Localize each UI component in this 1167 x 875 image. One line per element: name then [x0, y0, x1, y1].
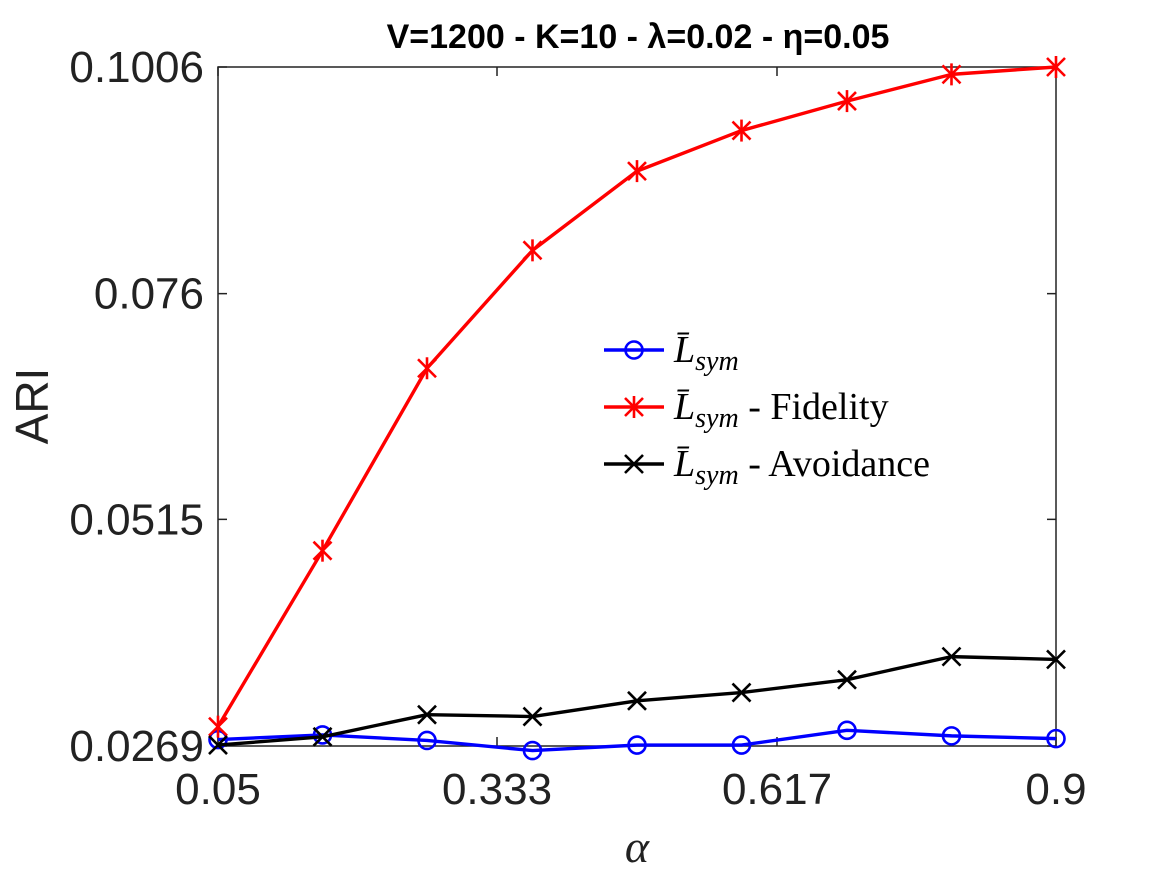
- x-axis-label: α: [625, 821, 650, 872]
- data-point: [941, 726, 962, 746]
- y-tick-label: 0.0269: [69, 722, 204, 771]
- data-point: [1046, 56, 1066, 78]
- x-tick-label: 0.05: [175, 765, 261, 814]
- data-point: [731, 682, 752, 703]
- data-point: [208, 715, 228, 738]
- data-point: [627, 160, 647, 183]
- data-point: [941, 646, 962, 667]
- legend-marker: [624, 396, 644, 418]
- data-point: [522, 706, 543, 727]
- data-point: [417, 357, 437, 380]
- data-point: [312, 539, 333, 562]
- data-point: [837, 669, 857, 690]
- series-layer: [208, 56, 1066, 761]
- data-point: [837, 720, 857, 741]
- legend-item: L̄sym: [604, 329, 739, 377]
- data-point: [417, 730, 437, 751]
- legend-item: L̄sym - Avoidance: [604, 443, 930, 491]
- x-tick-label: 0.333: [442, 765, 552, 814]
- data-point: [1046, 728, 1066, 749]
- legend-marker: [624, 454, 644, 474]
- x-tick-label: 0.617: [722, 765, 832, 814]
- legend-label: L̄sym - Fidelity: [673, 386, 889, 434]
- series-1: [208, 720, 1066, 761]
- data-point: [417, 704, 437, 725]
- legend-marker: [624, 340, 644, 360]
- axis-ticks: 0.05 0.333 0.617 0.9 0.0269 0.0515 0.076 0.1006: [69, 43, 1086, 814]
- data-point: [837, 90, 857, 113]
- data-point: [208, 735, 228, 755]
- data-point: [312, 726, 333, 747]
- y-tick-label: 0.0515: [69, 495, 204, 544]
- x-tick-label: 0.9: [1025, 765, 1086, 814]
- legend-item: L̄sym - Fidelity: [604, 386, 889, 434]
- data-point: [1046, 649, 1066, 670]
- data-point: [627, 690, 647, 711]
- legend-label: L̄sym - Avoidance: [673, 443, 930, 491]
- series-line: [217, 728, 1057, 753]
- chart-title: V=1200 - K=10 - λ=0.02 - η=0.05: [387, 18, 890, 56]
- y-tick-label: 0.076: [94, 270, 204, 319]
- y-tick-label: 0.1006: [69, 43, 204, 92]
- data-point: [731, 119, 752, 142]
- data-point: [522, 740, 543, 761]
- data-point: [941, 63, 962, 86]
- series-2: [208, 56, 1066, 738]
- series-3: [208, 646, 1066, 755]
- legend-label: L̄sym: [673, 329, 739, 377]
- data-point: [522, 239, 543, 262]
- y-axis-label: ARI: [6, 368, 58, 445]
- legend: L̄sym L̄sym - Fidelity L̄sym - Avoidance: [604, 329, 930, 491]
- data-point: [731, 735, 752, 755]
- data-point: [627, 735, 647, 755]
